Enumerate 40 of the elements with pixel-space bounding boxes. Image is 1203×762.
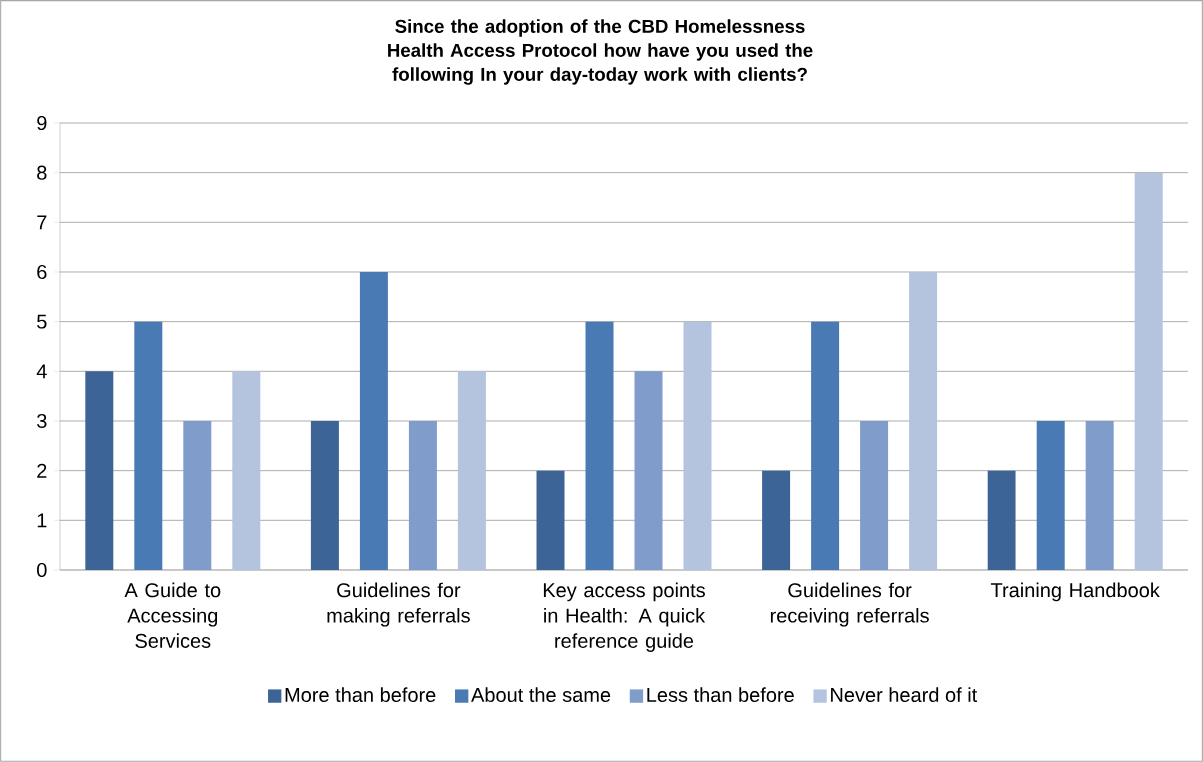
y-tick-label: 1: [37, 513, 47, 528]
bar: [310, 420, 339, 570]
bar: [1134, 172, 1163, 570]
bar: [1036, 420, 1065, 570]
bar: [683, 321, 712, 570]
bar: [909, 271, 938, 570]
x-tick-label: Key access points in Health: A quick reference guide: [543, 582, 706, 652]
y-tick-label: 9: [37, 115, 47, 131]
x-tick-label: Guidelines for making referrals: [327, 582, 470, 627]
x-tick-label: A Guide to Accessing Services: [124, 582, 221, 648]
bar: [987, 470, 1016, 570]
bar: [457, 371, 486, 570]
x-tick-label: Training Handbook: [990, 582, 1160, 602]
bar: [634, 371, 663, 570]
y-tick-label: 2: [37, 463, 47, 478]
y-tick-label: 4: [36, 364, 47, 379]
bar: [134, 321, 163, 570]
bar: [232, 371, 261, 570]
chart-title: Since the adoption of the CBD Homelessness Health Access Protocol how have you used the following In your day-today work with clients?: [388, 19, 813, 85]
y-tick-label: 3: [37, 413, 47, 429]
y-tick-label: 8: [37, 165, 47, 180]
legend-label: More than before: [285, 687, 436, 703]
x-tick-label: Guidelines for receiving referrals: [770, 582, 929, 627]
bar: [762, 470, 791, 570]
legend-label: Less than before: [647, 687, 794, 703]
bar: [359, 271, 388, 570]
legend-label: Never heard of it: [831, 687, 978, 703]
y-tick-label: 6: [37, 264, 47, 280]
y-tick-label: 5: [37, 314, 47, 329]
bar: [860, 420, 889, 570]
y-tick-label: 0: [37, 562, 47, 578]
y-tick-label: 7: [37, 215, 47, 230]
bar: [811, 321, 840, 570]
bar: [408, 420, 437, 570]
bar: [1085, 420, 1114, 570]
legend-label: About the same: [471, 687, 611, 703]
bar: [536, 470, 565, 570]
bar: [585, 321, 614, 570]
bar: [85, 371, 114, 570]
bar: [183, 420, 212, 570]
